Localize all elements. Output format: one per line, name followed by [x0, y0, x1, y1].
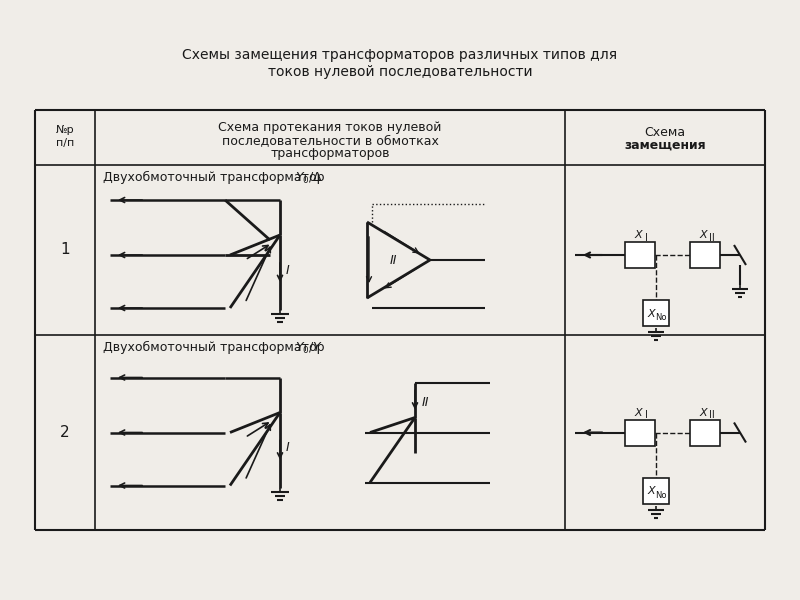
Bar [690, 242, 720, 268]
Bar [643, 300, 669, 326]
Text: I: I [286, 441, 290, 454]
Text: Схемы замещения трансформаторов различных типов для: Схемы замещения трансформаторов различны… [182, 48, 618, 62]
Text: II: II [709, 233, 715, 243]
Text: последовательности в обмотках: последовательности в обмотках [222, 134, 438, 148]
Text: Схема: Схема [645, 125, 686, 139]
Text: I: I [286, 263, 290, 277]
Text: токов нулевой последовательности: токов нулевой последовательности [268, 65, 532, 79]
Text: Схема протекания токов нулевой: Схема протекания токов нулевой [218, 121, 442, 134]
Text: No: No [655, 313, 666, 323]
Text: I: I [645, 410, 647, 421]
Text: X: X [647, 309, 655, 319]
Bar [625, 242, 655, 268]
Text: №р: №р [56, 125, 74, 135]
Text: Двухобмоточный трансформатор: Двухобмоточный трансформатор [103, 341, 325, 354]
Text: II: II [422, 396, 429, 409]
Text: замещения: замещения [624, 139, 706, 151]
Text: $Y_0/Y$: $Y_0/Y$ [295, 341, 323, 356]
Text: трансформаторов: трансформаторов [270, 148, 390, 160]
Text: II: II [390, 253, 397, 266]
Text: 2: 2 [60, 425, 70, 440]
Bar [625, 419, 655, 445]
Text: I: I [645, 233, 647, 243]
Text: No: No [655, 491, 666, 500]
Text: X: X [634, 407, 642, 418]
Text: X: X [647, 487, 655, 497]
Text: 1: 1 [60, 242, 70, 257]
Text: X: X [699, 230, 707, 240]
Text: $Y_0/\Delta$: $Y_0/\Delta$ [295, 171, 323, 186]
Bar [643, 478, 669, 503]
Text: Двухобмоточный трансформатор: Двухобмоточный трансформатор [103, 171, 325, 184]
Bar [690, 419, 720, 445]
Text: II: II [709, 410, 715, 421]
Text: X: X [699, 407, 707, 418]
Text: X: X [634, 230, 642, 240]
Text: п/п: п/п [56, 138, 74, 148]
